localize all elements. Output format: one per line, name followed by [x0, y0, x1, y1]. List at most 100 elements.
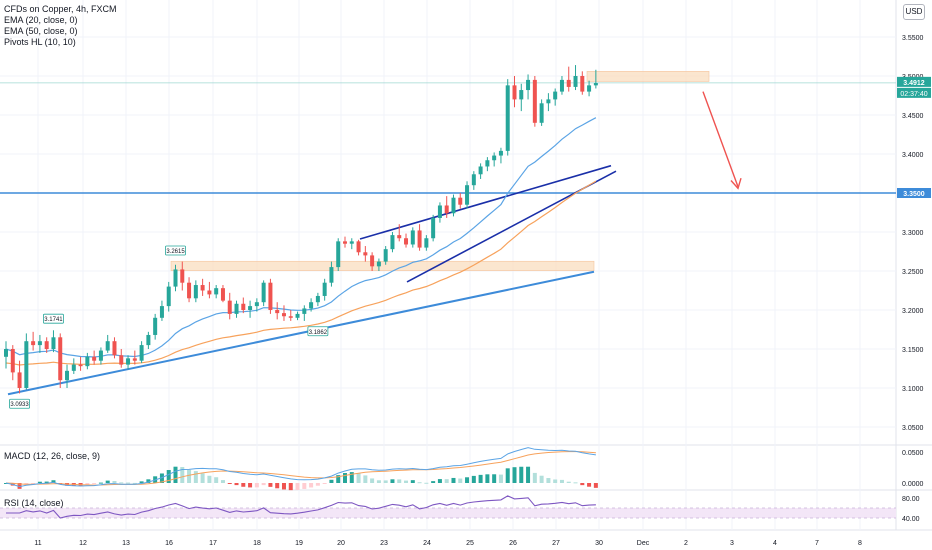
macd-histogram-bar: [559, 479, 564, 483]
macd-histogram-bar: [437, 479, 442, 483]
macd-tick-label: 0.0000: [902, 481, 924, 488]
wedge-upper-line: [359, 164, 612, 240]
macd-histogram-bar: [512, 467, 517, 483]
macd-histogram-bar: [532, 472, 537, 483]
ema50-legend[interactable]: EMA (50, close, 0): [4, 26, 78, 36]
time-tick-label: 8: [858, 540, 862, 547]
macd-histogram-bar: [288, 483, 293, 491]
macd-histogram-bar: [546, 478, 551, 483]
candle-body: [78, 364, 83, 367]
ema50-line: [5, 180, 597, 366]
macd-histogram-bar: [343, 473, 347, 483]
macd-histogram-bar: [573, 482, 578, 484]
macd-histogram-bar: [444, 479, 449, 483]
price-tick-label: 3.4000: [902, 152, 924, 159]
candle-body: [417, 230, 422, 248]
candle-body: [241, 303, 246, 310]
currency-button[interactable]: USD: [903, 4, 925, 20]
macd-histogram-bar: [492, 474, 497, 483]
macd-histogram-bar: [465, 477, 470, 483]
price-tick-label: 3.2000: [902, 308, 924, 315]
candle-body: [234, 303, 239, 314]
candle-body: [159, 306, 164, 318]
candle-body: [261, 282, 266, 303]
macd-histogram-bar: [51, 480, 56, 483]
pivot-labels: 3.0933 3.1741 3.2615 3.1862: [9, 245, 329, 409]
resistance-zone: [586, 71, 710, 82]
time-tick-label: 24: [423, 540, 431, 547]
macd-histogram-bar: [17, 483, 22, 489]
time-tick-label: 17: [209, 540, 217, 547]
forecast-arrow-head: [730, 177, 742, 190]
macd-histogram-bar: [295, 483, 300, 490]
candle-body: [471, 174, 476, 186]
time-tick-label: 2: [684, 540, 688, 547]
candle-body: [376, 261, 381, 267]
candle-body: [363, 252, 368, 256]
candle-body: [505, 85, 510, 151]
macd-histogram-bar: [410, 480, 415, 483]
pivot-label: 3.0933: [10, 402, 29, 408]
candle-body: [526, 79, 531, 91]
macd-histogram-bar: [356, 473, 361, 483]
macd-histogram-bar: [126, 482, 131, 484]
price-tick-label: 3.4500: [902, 113, 924, 120]
macd-histogram-bar: [383, 480, 388, 483]
candle-body: [153, 317, 158, 335]
candle-body: [587, 85, 592, 92]
price-tick-label: 3.1500: [902, 347, 924, 354]
macd-histogram-bar: [166, 470, 171, 483]
candle-body: [451, 197, 456, 214]
support-zone: [170, 260, 595, 271]
candle-body: [139, 345, 144, 361]
macd-legend[interactable]: MACD (12, 26, close, 9): [4, 451, 101, 461]
main-pane[interactable]: [0, 0, 896, 445]
macd-histogram-bar: [526, 466, 531, 483]
macd-histogram-bar: [539, 475, 544, 483]
candle-body: [566, 79, 571, 87]
macd-histogram-bar: [281, 483, 286, 490]
macd-histogram-bar: [146, 479, 151, 483]
candle-body: [478, 166, 483, 175]
candle-body: [404, 238, 409, 245]
ema20-legend[interactable]: EMA (20, close, 0): [4, 15, 78, 25]
countdown-tag: [897, 87, 931, 98]
rsi-legend[interactable]: RSI (14, close): [4, 498, 64, 508]
macd-histogram-bar: [254, 483, 259, 488]
pivot-label-box: [165, 245, 186, 256]
candle-body: [329, 267, 334, 283]
price-tags: 3.4912 02:37:40 3.3500: [897, 76, 931, 198]
candle-body: [254, 302, 259, 307]
time-tick-label: 30: [595, 540, 603, 547]
time-axis-labels: 11 12 13 16 17 18 19 20 23 24 25 26 27 30 Dec 2 3 4 7 8: [34, 540, 862, 547]
candle-body: [98, 350, 103, 361]
macd-histogram-bar: [275, 483, 280, 489]
symbol-title[interactable]: CFDs on Copper, 4h, FXCM: [4, 4, 117, 14]
macd-histogram-bar: [180, 467, 185, 483]
macd-histogram-bar: [187, 469, 192, 483]
macd-histogram-bar: [566, 481, 571, 483]
candle-body: [31, 341, 36, 346]
price-tick-label: 3.1000: [902, 386, 924, 393]
time-tick-label: 23: [380, 540, 388, 547]
candle-body: [465, 185, 470, 205]
macd-histogram-bar: [593, 483, 598, 488]
macd-histogram-bar: [322, 483, 327, 484]
price-tick-label: 3.0500: [902, 425, 924, 432]
candle-body: [44, 341, 49, 349]
pivots-legend[interactable]: Pivots HL (10, 10): [4, 37, 76, 47]
candle-body: [546, 99, 551, 104]
supply-zones: [0, 71, 896, 271]
ema-lines: [5, 117, 597, 366]
macd-histogram-bar: [44, 481, 49, 483]
macd-histogram-bar: [505, 468, 510, 483]
time-tick-label: 25: [466, 540, 474, 547]
candle-body: [85, 356, 90, 367]
macd-histogram-bar: [498, 474, 503, 483]
pivot-label-box: [307, 326, 329, 337]
macd-histogram-bar: [553, 479, 558, 483]
candle-body: [431, 217, 436, 239]
candle-body: [173, 269, 178, 287]
candle-body: [180, 269, 185, 283]
